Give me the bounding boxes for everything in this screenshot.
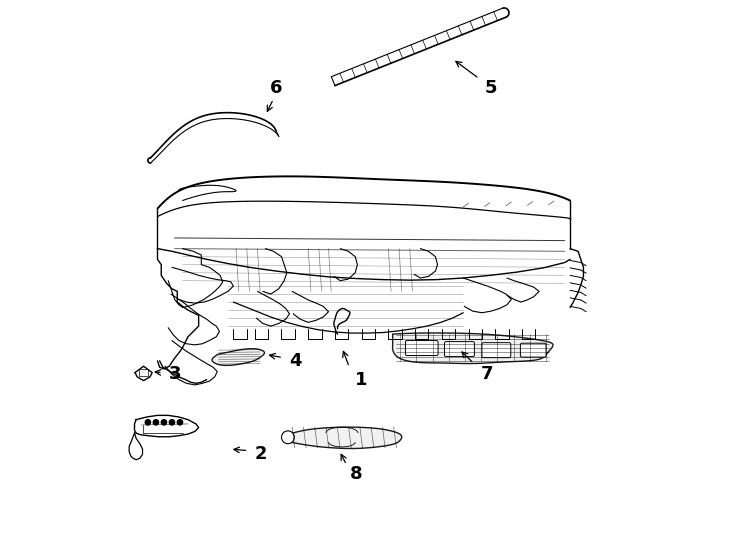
FancyBboxPatch shape (405, 341, 438, 355)
Polygon shape (212, 349, 264, 366)
Text: 4: 4 (289, 352, 302, 370)
Text: 5: 5 (484, 79, 497, 97)
Text: 3: 3 (170, 365, 182, 383)
Circle shape (145, 420, 150, 425)
Circle shape (153, 420, 159, 425)
Bar (139, 369, 148, 376)
Polygon shape (393, 333, 553, 363)
Text: 2: 2 (255, 446, 267, 463)
Circle shape (161, 420, 167, 425)
Circle shape (170, 420, 175, 425)
Text: 8: 8 (350, 465, 363, 483)
Text: 1: 1 (355, 370, 368, 389)
Text: 7: 7 (480, 365, 493, 383)
Circle shape (178, 420, 183, 425)
FancyBboxPatch shape (482, 343, 511, 357)
FancyBboxPatch shape (445, 342, 474, 356)
Circle shape (281, 431, 294, 444)
FancyBboxPatch shape (520, 343, 546, 357)
Polygon shape (283, 427, 401, 449)
Text: 6: 6 (269, 79, 283, 97)
